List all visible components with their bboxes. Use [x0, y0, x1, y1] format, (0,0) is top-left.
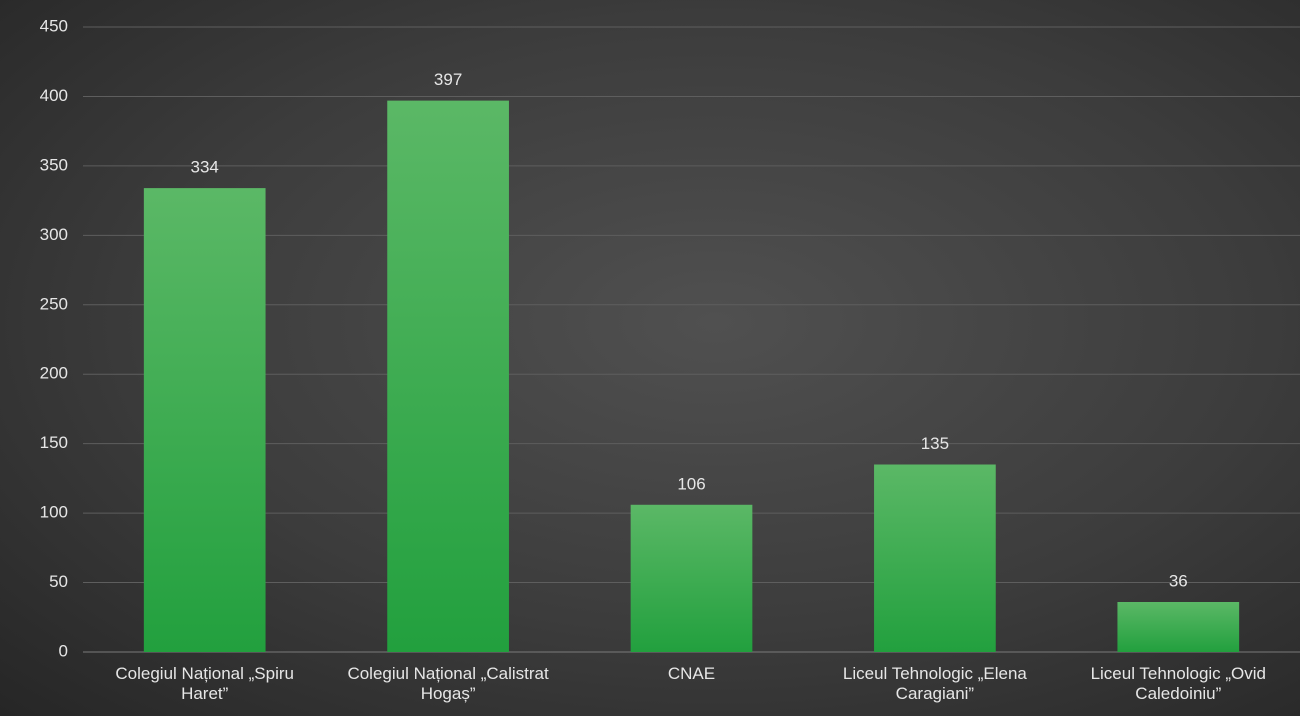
data-label: 135: [921, 434, 949, 453]
x-tick-label: Liceul Tehnologic „Ovid Caledoiniu”: [1090, 664, 1267, 703]
y-tick-label: 0: [59, 641, 68, 660]
y-tick-label: 300: [40, 225, 68, 244]
y-tick-label: 50: [49, 572, 68, 591]
data-label: 106: [677, 474, 705, 493]
bar: [387, 100, 509, 653]
x-tick-label: Colegiul Național „Calistrat Hogaș”: [347, 664, 549, 703]
y-tick-label: 450: [40, 16, 68, 35]
data-label: 397: [434, 70, 462, 89]
bar: [630, 504, 753, 652]
y-tick-label: 200: [40, 364, 68, 383]
x-tick-label: CNAE: [667, 664, 716, 683]
y-tick-label: 400: [40, 86, 68, 105]
bar: [874, 464, 996, 652]
data-label: 36: [1169, 571, 1188, 590]
data-label: 334: [191, 158, 219, 177]
y-tick-label: 150: [40, 433, 68, 452]
y-tick-label: 100: [40, 503, 68, 522]
y-tick-label: 350: [40, 155, 68, 174]
bar: [143, 188, 266, 652]
bar: [1117, 602, 1240, 652]
x-tick-label: Liceul Tehnologic „Elena Caragiani”: [842, 664, 1027, 703]
x-tick-label: Colegiul Național „Spiru Haret”: [115, 664, 294, 703]
y-tick-label: 250: [40, 294, 68, 313]
